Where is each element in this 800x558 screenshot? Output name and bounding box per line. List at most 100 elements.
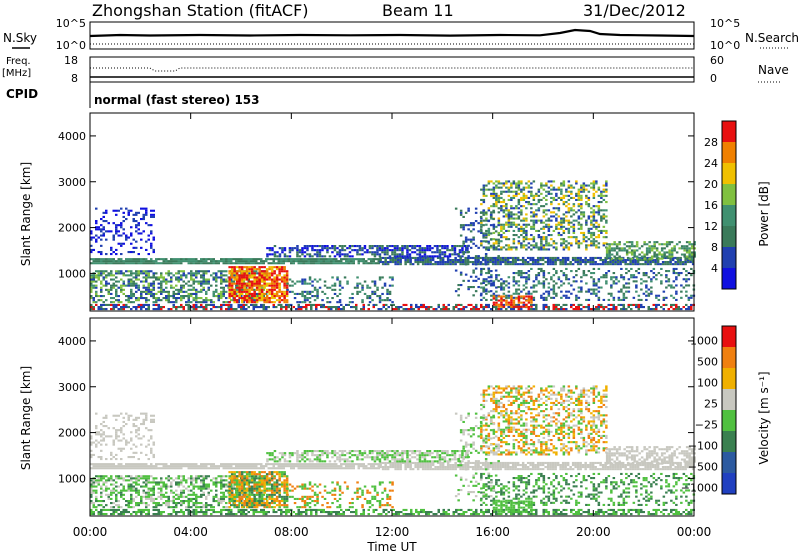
heatmap-cell <box>273 281 276 283</box>
heatmap-cell <box>103 467 106 469</box>
heatmap-cell <box>480 304 483 306</box>
heatmap-cell <box>145 210 148 212</box>
heatmap-cell <box>245 304 248 306</box>
heatmap-cell <box>336 279 339 281</box>
heatmap-cell <box>200 276 203 278</box>
heatmap-cell <box>334 255 337 257</box>
heatmap-cell <box>683 245 686 247</box>
heatmap-cell <box>113 239 116 241</box>
heatmap-cell <box>135 220 138 222</box>
heatmap-cell <box>444 261 447 263</box>
heatmap-cell <box>537 259 540 261</box>
heatmap-cell <box>550 220 553 222</box>
heatmap-cell <box>170 272 173 274</box>
heatmap-cell <box>688 251 691 253</box>
heatmap-cell <box>477 257 480 259</box>
heatmap-cell <box>568 180 571 182</box>
heatmap-cell <box>525 282 528 284</box>
heatmap-cell <box>286 285 289 287</box>
heatmap-cell <box>534 464 537 466</box>
heatmap-cell <box>98 274 101 276</box>
heatmap-cell <box>508 276 511 278</box>
heatmap-cell <box>482 237 485 239</box>
heatmap-cell <box>548 295 551 297</box>
heatmap-cell <box>465 274 468 276</box>
heatmap-cell <box>130 243 133 245</box>
heatmap-cell <box>195 297 198 299</box>
heatmap-cell <box>513 308 516 310</box>
heatmap-cell <box>100 235 103 237</box>
heatmap-cell <box>371 251 374 253</box>
heatmap-cell <box>482 212 485 214</box>
heatmap-cell <box>518 201 521 203</box>
heatmap-cell <box>417 263 420 265</box>
heatmap-cell <box>193 274 196 276</box>
heatmap-cell <box>260 465 263 467</box>
heatmap-cell <box>568 222 571 224</box>
heatmap-cell <box>130 463 133 465</box>
heatmap-cell <box>570 185 573 187</box>
heatmap-cell <box>130 274 133 276</box>
heatmap-cell <box>447 464 450 466</box>
heatmap-cell <box>275 262 278 264</box>
heatmap-cell <box>238 268 241 270</box>
heatmap-cell <box>208 287 211 289</box>
heatmap-cell <box>379 253 382 255</box>
heatmap-cell <box>175 262 178 264</box>
heatmap-cell <box>671 249 674 251</box>
heatmap-cell <box>510 197 512 199</box>
heatmap-cell <box>273 262 276 264</box>
heatmap-cell <box>414 257 417 259</box>
heatmap-cell <box>397 263 400 265</box>
heatmap-cell <box>572 464 575 466</box>
heatmap-cell <box>464 245 467 247</box>
heatmap-cell <box>135 258 138 260</box>
heatmap-cell <box>135 226 138 228</box>
heatmap-cell <box>668 249 671 251</box>
heatmap-cell <box>673 287 676 289</box>
heatmap-cell <box>135 467 138 469</box>
heatmap-cell <box>543 244 546 246</box>
heatmap-cell <box>504 466 507 468</box>
heatmap-cell <box>260 260 263 262</box>
heatmap-cell <box>564 464 567 466</box>
heatmap-cell <box>583 213 586 215</box>
heatmap-cell <box>115 291 118 293</box>
heatmap-cell <box>100 306 103 308</box>
heatmap-cell <box>614 263 617 265</box>
heatmap-cell <box>205 465 208 467</box>
heatmap-cell <box>213 301 216 303</box>
heatmap-cell <box>590 242 593 244</box>
heatmap-cell <box>95 235 98 237</box>
heatmap-cell <box>392 464 395 466</box>
heatmap-cell <box>103 304 106 306</box>
heatmap-cell <box>685 291 688 293</box>
heatmap-cell <box>668 243 671 245</box>
heatmap-cell <box>238 297 241 299</box>
heatmap-cell <box>150 291 153 293</box>
heatmap-cell <box>590 215 593 217</box>
heatmap-cell <box>105 262 108 264</box>
heatmap-cell <box>480 294 483 296</box>
heatmap-cell <box>661 243 664 245</box>
heatmap-cell <box>462 224 465 226</box>
heatmap-cell <box>231 291 234 293</box>
heatmap-cell <box>584 257 587 259</box>
heatmap-cell <box>583 232 586 234</box>
heatmap-cell <box>563 232 566 234</box>
heatmap-cell <box>419 247 422 249</box>
heatmap-cell <box>520 242 523 244</box>
heatmap-cell <box>180 299 183 301</box>
heatmap-cell <box>483 268 486 270</box>
heatmap-cell <box>483 185 486 187</box>
heatmap-cell <box>316 245 319 247</box>
heatmap-cell <box>485 304 488 306</box>
heatmap-cell <box>145 249 148 251</box>
heatmap-cell <box>93 274 96 276</box>
heatmap-cell <box>314 253 317 255</box>
heatmap-cell <box>490 284 493 286</box>
heatmap-cell <box>530 304 533 306</box>
heatmap-cell <box>548 187 551 189</box>
heatmap-cell <box>158 299 161 301</box>
heatmap-cell <box>685 308 688 310</box>
